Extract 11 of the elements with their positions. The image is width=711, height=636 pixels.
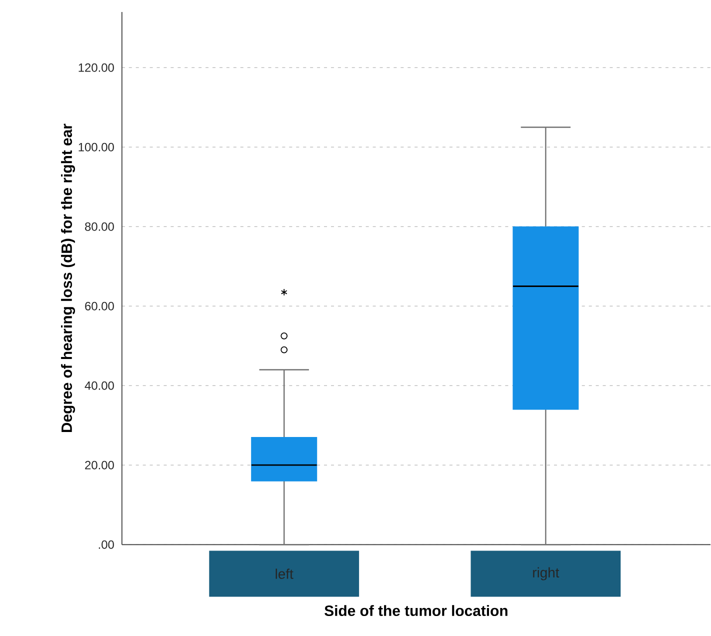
y-tick-label: 100.00 [78,143,114,152]
y-tick-label: 60.00 [85,302,114,311]
x-axis-title: Side of the tumor location [324,605,508,616]
y-tick-label: 40.00 [84,382,114,390]
y-axis-title: Degree of hearing loss (dB) for the right ear [61,124,76,432]
y-tick-label: 20.00 [85,461,114,470]
x-tick-label: left [276,568,294,580]
x-tick-label: right [533,568,560,580]
y-tick-label: 120.00 [78,64,114,72]
y-tick-label: 80.00 [85,222,114,232]
y-tick-label: .00 [98,540,114,550]
